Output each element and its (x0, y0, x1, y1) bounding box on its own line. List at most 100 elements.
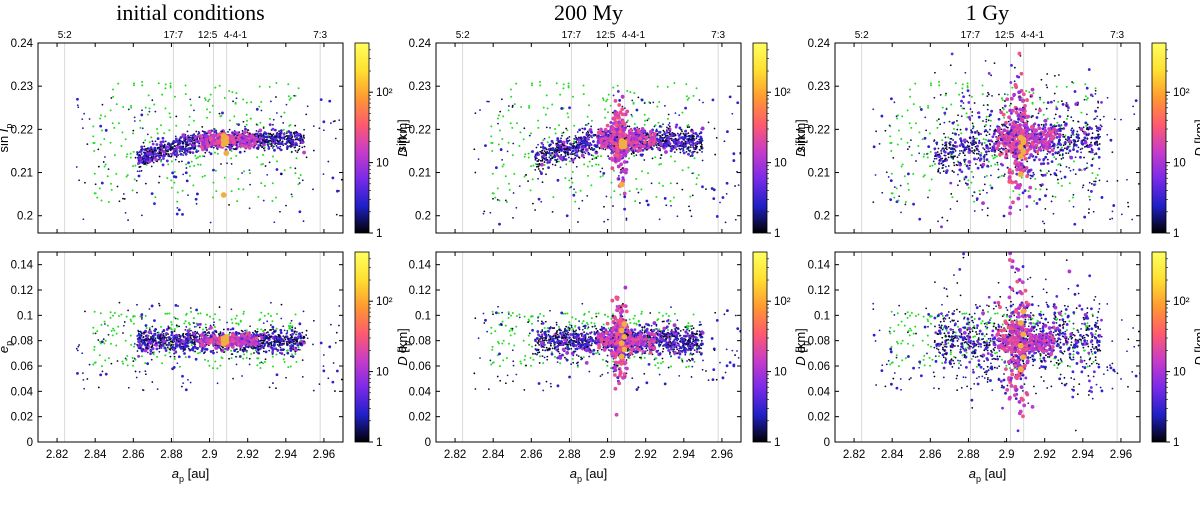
family-point (270, 100, 272, 103)
background-point (657, 121, 660, 124)
family-point (220, 348, 222, 351)
family-point (551, 163, 554, 166)
family-point (279, 129, 283, 133)
family-point (643, 140, 647, 145)
family-point (216, 144, 220, 149)
family-point (558, 151, 561, 154)
background-point (531, 84, 534, 87)
background-point (271, 199, 274, 202)
family-point (197, 333, 200, 335)
family-point (179, 136, 183, 139)
family-point (186, 342, 189, 344)
background-point (511, 154, 514, 157)
family-point (157, 158, 160, 161)
family-point (165, 153, 168, 156)
family-point (139, 165, 142, 168)
family-point (133, 343, 136, 345)
background-point (166, 312, 169, 315)
family-point (327, 160, 330, 163)
background-point (527, 156, 530, 159)
family-point (641, 144, 646, 149)
family-point (264, 140, 266, 143)
family-point (551, 157, 554, 160)
family-point (206, 331, 209, 334)
family-point (668, 142, 672, 146)
family-point (319, 341, 323, 345)
family-point (154, 332, 157, 335)
family-point (183, 352, 186, 355)
family-point (244, 345, 248, 349)
background-point (132, 82, 135, 85)
background-point (288, 98, 291, 101)
background-point (513, 172, 516, 175)
family-point (155, 347, 159, 351)
background-point (268, 85, 271, 88)
background-point (673, 160, 676, 163)
background-point (669, 199, 672, 202)
family-point (217, 132, 222, 137)
family-point (546, 158, 549, 161)
family-point (688, 135, 690, 137)
family-point (253, 346, 256, 349)
background-point (591, 164, 594, 167)
family-point (539, 159, 542, 162)
background-point (491, 150, 494, 153)
background-point (122, 106, 125, 109)
family-point (100, 340, 104, 344)
family-point (86, 143, 89, 146)
family-point (116, 360, 119, 362)
background-point (121, 131, 124, 134)
family-point (268, 343, 271, 346)
family-point (298, 322, 302, 326)
family-point (312, 319, 315, 322)
family-point (673, 132, 675, 135)
background-point (546, 141, 549, 144)
family-point (247, 333, 252, 338)
plot-frame (37, 251, 344, 443)
background-point (111, 334, 114, 337)
family-point (189, 136, 192, 139)
background-point (195, 325, 198, 328)
family-point (107, 333, 110, 336)
background-point (216, 152, 219, 155)
background-point (641, 170, 644, 173)
background-point (99, 117, 102, 120)
family-point (205, 326, 207, 329)
family-point (122, 193, 125, 195)
family-point (283, 138, 286, 141)
family-point (255, 331, 258, 334)
family-point (189, 146, 192, 149)
family-point (271, 147, 274, 149)
background-point (666, 85, 669, 88)
family-point (242, 130, 247, 135)
background-point (245, 356, 248, 359)
background-point (113, 154, 116, 157)
family-point (626, 125, 629, 128)
family-point (172, 148, 176, 152)
family-point (697, 141, 701, 145)
background-point (132, 132, 135, 135)
family-point (284, 338, 287, 341)
background-point (117, 325, 120, 328)
family-point (248, 357, 251, 360)
family-point (182, 335, 185, 338)
background-point (163, 132, 166, 135)
family-point (302, 139, 305, 142)
background-point (297, 87, 300, 90)
family-point (137, 160, 141, 164)
family-point (285, 335, 289, 339)
background-point (631, 115, 634, 118)
family-point (221, 111, 224, 115)
background-point (519, 131, 522, 134)
family-point (268, 349, 271, 352)
family-point (236, 348, 238, 350)
background-point (603, 108, 606, 111)
family-point (151, 140, 154, 143)
family-point (190, 329, 192, 332)
family-point (165, 145, 168, 149)
background-point (289, 97, 292, 100)
family-point (270, 324, 272, 326)
family-point (190, 134, 192, 137)
family-point (240, 329, 243, 332)
family-point (153, 319, 156, 323)
